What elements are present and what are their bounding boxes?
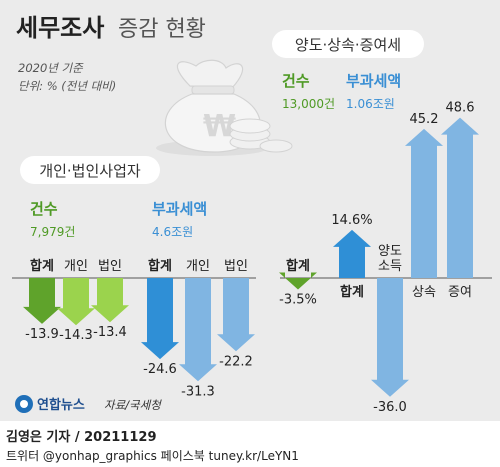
right-tax-bar-4 [441,117,479,279]
right-tax-value-label-2: -36.0 [373,400,407,415]
left-count-value-label-3: -13.4 [93,325,127,340]
yonhap-logo: 연합뉴스 [15,395,85,413]
right-count-category-label-1: 합계 [286,258,310,274]
right-count-value: 13,000건 [282,97,335,111]
right-tax-value-label-4: 48.6 [446,101,475,116]
left-tax-bar-1 [141,278,179,360]
credit-bar [0,421,500,467]
byline: 김영은 기자 / 20211129 [6,430,157,445]
right-tax-bar-3 [405,128,443,278]
right-count-label: 건수 [282,72,310,90]
chart-svg: 세무조사 증감 현황 2020년 기준 단위: % (전년 대비) ₩ 양도·상… [12,14,492,415]
social-links: 트위터 @yonhap_graphics 페이스북 tuney.kr/LeYN1 [6,449,299,463]
right-tax-bar-1 [333,229,371,278]
right-tax-category-label-3: 상속 [412,285,436,300]
left-count-category-label-1: 합계 [30,258,54,274]
transfer-section-header: 양도·상속·증여세 [295,36,401,54]
right-tax-category-label-2-line-1: 양도 [378,244,402,259]
left-tax-category-label-2: 개인 [186,259,210,274]
left-tax-value: 4.6조원 [152,225,193,239]
source-note: 자료/국세청 [104,398,162,412]
left-count-bar-3 [91,278,129,323]
left-tax-bar-3 [217,278,255,352]
left-tax-label: 부과세액 [152,200,207,218]
right-count-value-label-1: -3.5% [279,293,317,308]
left-count-label: 건수 [30,200,58,218]
title-light: 증감 현황 [118,17,206,42]
right-tax-value-label-3: 45.2 [410,112,439,127]
individual-section-header: 개인·법인사업자 [39,162,141,180]
title-bold: 세무조사 [16,14,104,42]
right-tax-category-label-4: 증여 [448,285,472,300]
individual-section-header-box [20,156,160,184]
base-year-note: 2020년 기준 [18,61,84,75]
left-count-value-label-2: -14.3 [59,328,93,343]
transfer-section-header-box [272,30,424,58]
left-count-bar-2 [57,278,95,326]
right-tax-category-label-2-line-2: 소득 [378,259,402,274]
left-tax-category-label-3: 법인 [224,259,248,274]
chart-title: 세무조사 증감 현황 [16,14,206,42]
left-tax-bar-2 [179,278,217,382]
logo-text: 연합뉴스 [37,397,85,413]
unit-note: 단위: % (전년 대비) [18,79,116,93]
left-tax-value-label-3: -22.2 [219,354,253,369]
right-tax-category-label-1: 합계 [340,284,364,300]
money-bag-illustration: ₩ [156,59,293,156]
right-tax-label: 부과세액 [346,72,401,90]
left-count-value: 7,979건 [30,225,75,239]
left-tax-category-label-1: 합계 [148,258,172,274]
right-tax-bar-2 [371,278,409,397]
left-tax-value-label-2: -31.3 [181,384,215,399]
bars-layer: -13.9 합계 -14.3 개인 -13.4 법인 -24.6 합계 -31.3 개인 -22.2… [23,101,479,415]
left-count-category-label-2: 개인 [64,259,88,274]
left-count-bar-1 [23,278,61,324]
right-tax-value: 1.06조원 [346,97,395,111]
left-count-category-label-3: 법인 [98,259,122,274]
left-count-value-label-1: -13.9 [25,327,59,342]
right-tax-value-label-1: 14.6% [331,213,372,228]
left-tax-value-label-1: -24.6 [143,362,177,377]
right-count-bar-1 [279,272,317,290]
